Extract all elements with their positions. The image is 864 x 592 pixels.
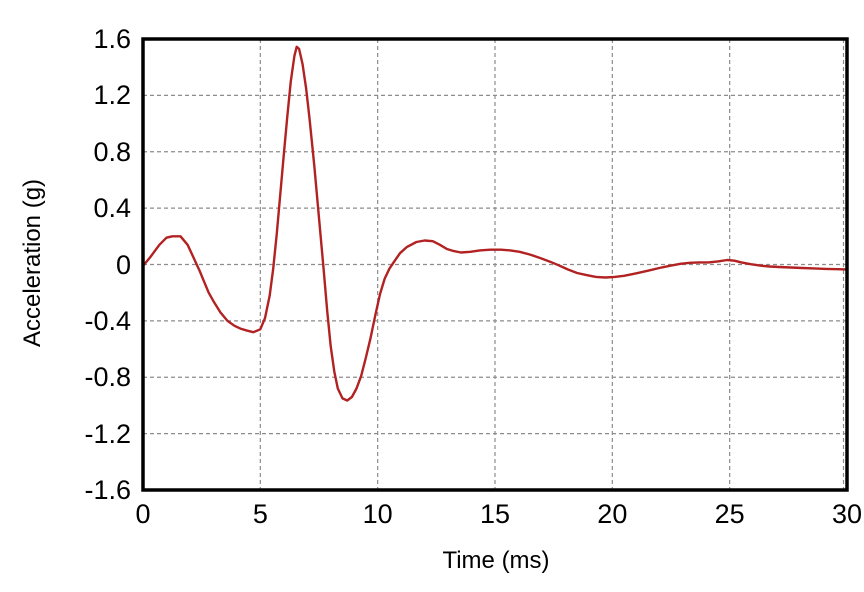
y-tick-label: -0.8 — [84, 362, 131, 393]
y-axis-title: Acceleration (g) — [19, 178, 46, 348]
x-axis-title: Time (ms) — [442, 547, 550, 574]
data-curve-acceleration — [141, 45, 849, 402]
y-tick-label: 0 — [115, 249, 131, 280]
x-tick-label: 30 — [831, 499, 863, 529]
x-tick-label: 5 — [252, 499, 268, 529]
y-tick-label: 0.8 — [93, 136, 131, 167]
x-tick-label: 10 — [362, 499, 393, 529]
y-tick-label: 1.2 — [93, 80, 131, 111]
x-tick-label: 20 — [597, 499, 628, 529]
y-tick-label: -0.4 — [84, 305, 131, 336]
x-tick-label: 15 — [479, 499, 511, 529]
x-tick-label: 25 — [714, 499, 745, 529]
y-tick-label: 0.4 — [93, 193, 131, 224]
y-tick-label: 1.6 — [93, 24, 131, 54]
x-tick-label: 0 — [135, 499, 151, 529]
y-tick-label: -1.6 — [84, 475, 131, 505]
plot-frame — [141, 37, 849, 492]
y-tick-label: -1.2 — [84, 418, 131, 449]
